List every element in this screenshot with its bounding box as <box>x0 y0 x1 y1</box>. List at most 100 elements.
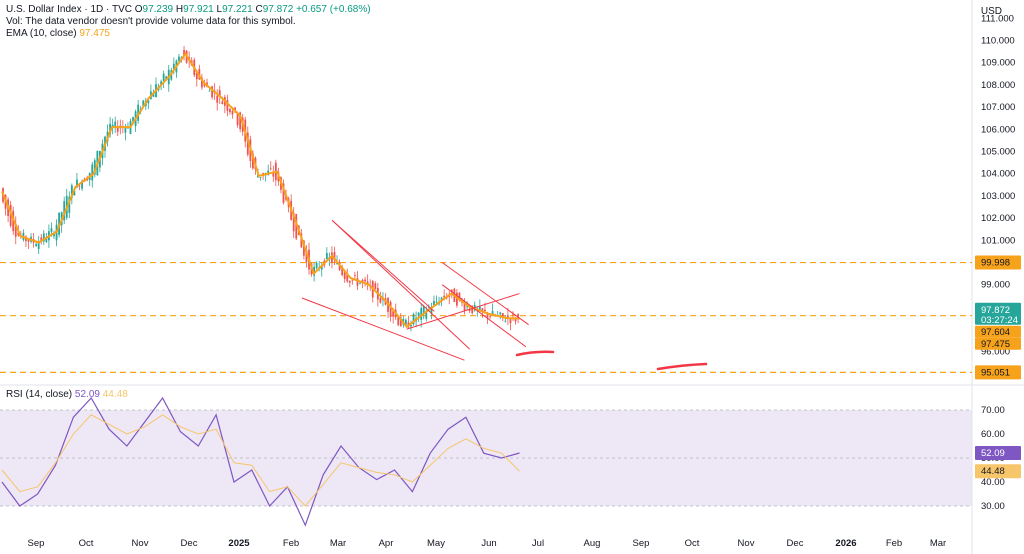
candle-body <box>42 233 45 242</box>
low-value: 97.221 <box>222 4 253 15</box>
ema-tag-bg <box>975 337 1021 350</box>
candle-body <box>295 213 298 239</box>
candle-body <box>282 183 285 203</box>
time-tick-label: Aug <box>584 538 601 549</box>
level-tag-bg <box>975 255 1021 270</box>
time-tick-label: Oct <box>685 538 700 549</box>
candle-body <box>305 250 308 263</box>
candle-body <box>14 223 17 237</box>
trendline <box>406 293 520 330</box>
time-tick-label: Mar <box>330 538 346 549</box>
time-tick-label: Jun <box>481 538 496 549</box>
candle-body <box>114 121 117 127</box>
candle-body <box>364 279 366 282</box>
rsi-tag-bg <box>975 445 1021 460</box>
candle-body <box>438 303 440 305</box>
candle-body <box>458 292 461 300</box>
candle-body <box>218 90 221 97</box>
candle-body <box>499 312 502 315</box>
candle-body <box>399 317 402 327</box>
candle-body <box>234 107 236 111</box>
price-tick-label: 110.000 <box>981 36 1015 47</box>
candle-body <box>410 325 412 327</box>
candle-body <box>315 262 318 268</box>
candle-body <box>259 177 262 178</box>
candle-body <box>341 266 344 276</box>
candle-body <box>466 306 468 308</box>
candle-body <box>333 252 336 261</box>
price-tick-label: 106.000 <box>981 124 1015 135</box>
candle-body <box>435 301 438 303</box>
candle-body <box>203 84 206 87</box>
candle-body <box>152 92 155 97</box>
change-value: +0.657 (+0.68%) <box>296 4 371 15</box>
candle-body <box>389 301 392 317</box>
level-tag: 95.051 <box>981 367 1010 378</box>
candle-body <box>351 279 354 281</box>
rsi-tick-label: 70.00 <box>981 405 1005 416</box>
last-price-tag: 97.872 <box>981 305 1010 316</box>
candle-body <box>63 201 66 221</box>
time-tick-label: Nov <box>132 538 149 549</box>
candle-body <box>58 212 60 235</box>
candle-body <box>433 300 435 305</box>
time-tick-label: Dec <box>181 538 198 549</box>
candle-body <box>331 252 333 263</box>
price-tick-label: 105.000 <box>981 147 1015 158</box>
candle-body <box>229 108 231 113</box>
candle-body <box>272 172 275 177</box>
time-tick-label: Feb <box>283 538 299 549</box>
candle-body <box>201 77 203 88</box>
rsi-legend: RSI (14, close) 52.09 44.48 <box>6 389 128 400</box>
candle-body <box>354 275 356 276</box>
candle-body <box>195 72 198 80</box>
countdown-tag: 03:27:24 <box>981 315 1018 326</box>
candle-body <box>392 311 395 317</box>
candle-body <box>162 73 165 81</box>
rsi-ma-tag-bg <box>975 464 1021 479</box>
price-tick-label: 109.000 <box>981 58 1015 69</box>
candle-body <box>481 308 484 311</box>
candle-body <box>512 314 514 315</box>
candle-body <box>252 153 254 169</box>
candle-body <box>165 76 168 80</box>
candle-body <box>463 304 466 311</box>
candle-body <box>160 81 162 86</box>
candle-body <box>356 278 359 286</box>
support-mark <box>515 350 555 357</box>
candle-body <box>397 315 400 325</box>
candle-body <box>236 112 239 126</box>
candle-body <box>76 179 78 188</box>
price-tick-label: 102.000 <box>981 213 1015 224</box>
price-tick-label: 104.000 <box>981 169 1015 180</box>
candle-body <box>17 232 20 236</box>
candle-body <box>430 307 433 314</box>
candle-body <box>456 292 458 306</box>
candle-body <box>422 306 425 314</box>
price-tick-label: 103.000 <box>981 191 1015 202</box>
rsi-label: RSI (14, close) <box>6 389 73 400</box>
price-tick-label: 96.000 <box>981 346 1010 357</box>
trendline <box>301 297 465 361</box>
candle-body <box>35 243 38 247</box>
rsi-tag: 52.09 <box>981 448 1005 459</box>
time-tick-label: Mar <box>930 538 946 549</box>
support-mark <box>656 362 708 371</box>
candle-body <box>93 160 96 175</box>
candle-body <box>221 101 224 105</box>
volume-note: Vol: The data vendor doesn't provide vol… <box>6 16 296 27</box>
candle-body <box>9 204 12 226</box>
ema-line <box>1 52 520 329</box>
candle-body <box>468 308 471 312</box>
candle-body <box>269 168 272 170</box>
candle-body <box>450 289 453 292</box>
candle-body <box>348 280 351 283</box>
candle-body <box>484 309 486 312</box>
candle-body <box>514 318 517 322</box>
candle-body <box>208 90 211 92</box>
candle-body <box>37 241 40 249</box>
candle-body <box>239 112 242 130</box>
ema-value: 97.475 <box>79 28 110 39</box>
candle-body <box>40 237 43 241</box>
